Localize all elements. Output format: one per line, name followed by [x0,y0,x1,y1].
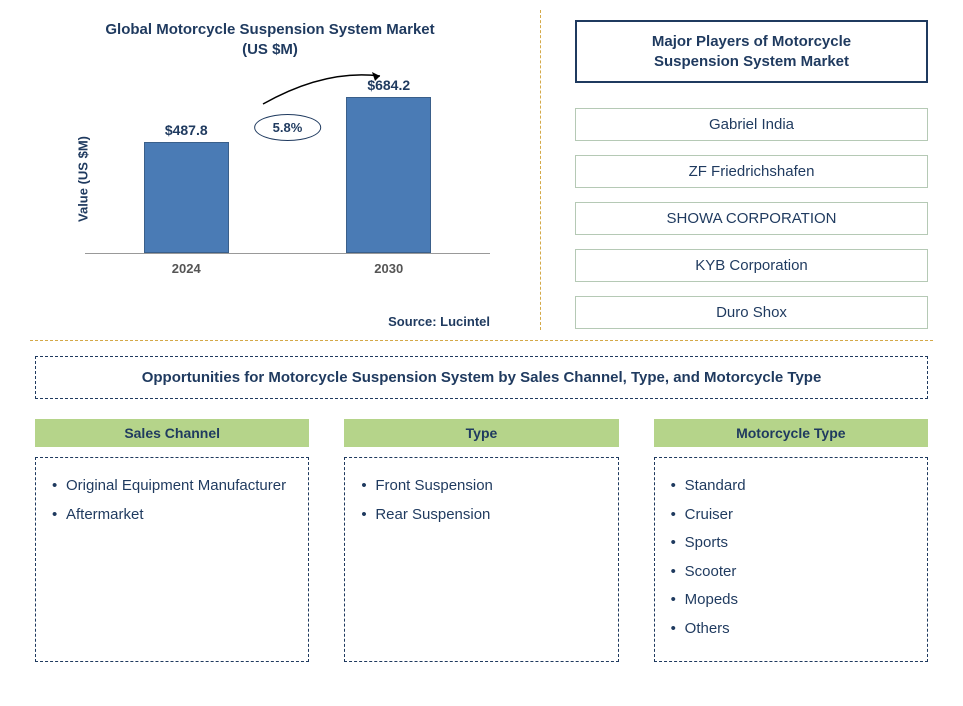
players-title-line2: Suspension System Market [592,52,911,72]
opportunities-columns: Sales Channel Original Equipment Manufac… [35,419,928,662]
player-item: Duro Shox [575,296,928,329]
list-item: Cruiser [671,501,911,530]
opp-header-motorcycle-type: Motorcycle Type [654,419,928,447]
chart-title: Global Motorcycle Suspension System Mark… [30,20,510,59]
players-title-line1: Major Players of Motorcycle [592,32,911,52]
bar-2024-rect [144,142,229,253]
list-item: Original Equipment Manufacturer [52,472,292,501]
opp-header-type: Type [344,419,618,447]
bars-container: $487.8 2024 5.8% $684.2 2030 [85,94,490,254]
list-motorcycle-type: Standard Cruiser Sports Scooter Mopeds O… [671,472,911,643]
growth-rate-label: 5.8% [254,114,322,141]
opp-col-type: Type Front Suspension Rear Suspension [344,419,618,662]
player-item: Gabriel India [575,108,928,141]
vertical-divider [540,10,541,330]
list-sales-channel: Original Equipment Manufacturer Aftermar… [52,472,292,529]
opp-body-motorcycle-type: Standard Cruiser Sports Scooter Mopeds O… [654,457,928,662]
list-item: Sports [671,529,911,558]
growth-callout: 5.8% [254,114,322,141]
x-tick-2024: 2024 [172,261,201,276]
players-panel: Major Players of Motorcycle Suspension S… [540,0,963,340]
list-item: Mopeds [671,586,911,615]
player-item: KYB Corporation [575,249,928,282]
opp-body-sales-channel: Original Equipment Manufacturer Aftermar… [35,457,309,662]
list-item: Standard [671,472,911,501]
bar-2024: $487.8 2024 [126,122,246,253]
source-text: Source: Lucintel [30,314,490,329]
opportunities-section: Opportunities for Motorcycle Suspension … [0,341,963,682]
list-type: Front Suspension Rear Suspension [361,472,601,529]
list-item: Others [671,615,911,644]
player-item: ZF Friedrichshafen [575,155,928,188]
opp-header-sales-channel: Sales Channel [35,419,309,447]
bar-2024-value: $487.8 [165,122,208,138]
bar-2030-rect [346,97,431,253]
bar-2030-value: $684.2 [367,77,410,93]
opp-col-motorcycle-type: Motorcycle Type Standard Cruiser Sports … [654,419,928,662]
list-item: Aftermarket [52,501,292,530]
opp-body-type: Front Suspension Rear Suspension [344,457,618,662]
x-tick-2030: 2030 [374,261,403,276]
chart-title-line1: Global Motorcycle Suspension System Mark… [30,20,510,40]
top-section: Global Motorcycle Suspension System Mark… [0,0,963,340]
list-item: Front Suspension [361,472,601,501]
bar-2030: $684.2 2030 [329,77,449,253]
players-title: Major Players of Motorcycle Suspension S… [575,20,928,83]
opp-col-sales-channel: Sales Channel Original Equipment Manufac… [35,419,309,662]
chart-panel: Global Motorcycle Suspension System Mark… [0,0,540,340]
list-item: Scooter [671,558,911,587]
opportunities-title: Opportunities for Motorcycle Suspension … [35,356,928,399]
list-item: Rear Suspension [361,501,601,530]
chart-area: Value (US $M) $487.8 2024 5.8% $684.2 20 [85,74,490,284]
player-item: SHOWA CORPORATION [575,202,928,235]
chart-title-line2: (US $M) [30,40,510,60]
